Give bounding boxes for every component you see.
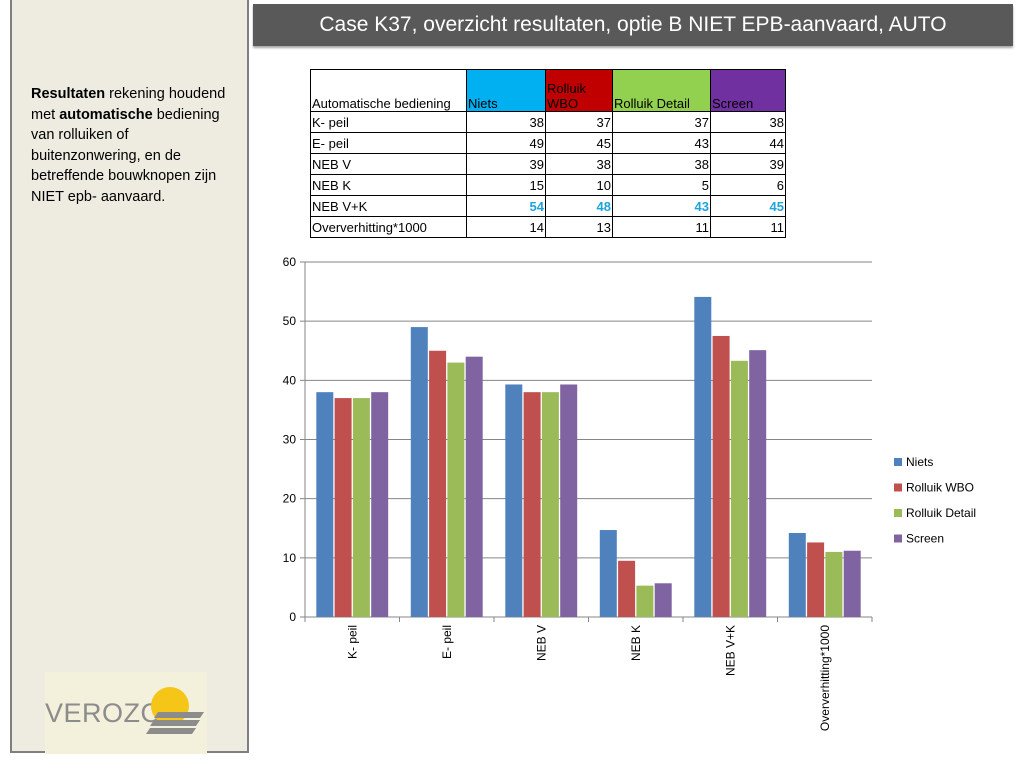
table-cell: 14 [466,216,546,238]
bar [465,356,483,617]
table-header-cell: Rolluik WBO [545,69,613,112]
y-tick-label: 40 [283,373,297,387]
table-header-cell: Rolluik Detail [612,69,711,112]
x-tick-label: NEB V+K [723,625,737,676]
bar [505,384,523,617]
bar [523,392,541,617]
legend-label: Rolluik WBO [906,481,974,495]
table-row-label: NEB K [310,174,467,196]
bar [560,384,578,617]
bar [618,560,636,617]
bar [712,335,730,617]
bar [371,392,389,617]
table-cell: 45 [710,195,786,217]
table-cell: 45 [545,132,613,154]
table-cell: 15 [466,174,546,196]
y-tick-label: 20 [283,492,297,506]
y-tick-label: 50 [283,314,297,328]
bar [636,585,654,617]
legend-label: Screen [906,532,944,546]
table-cell: 5 [612,174,711,196]
legend-swatch [894,534,902,543]
table-header-cell: Screen [710,69,786,112]
bar [694,296,712,617]
bar [447,362,465,617]
table-cell: 10 [545,174,613,196]
bar [807,542,825,617]
y-tick-label: 60 [283,255,297,269]
legend-swatch [894,509,902,517]
y-tick-label: 0 [289,610,296,624]
table-cell: 49 [466,132,546,154]
bar [429,350,447,617]
table-cell: 39 [466,153,546,175]
bar [749,350,767,617]
x-tick-label: K- peil [345,625,359,659]
table-cell: 38 [612,153,711,175]
sun-shutter-icon [146,687,204,734]
legend-label: Rolluik Detail [906,506,976,520]
bar [843,550,861,617]
bar [788,532,806,617]
table-row-label: NEB V [310,153,467,175]
page-title: Case K37, overzicht resultaten, optie B … [253,4,1013,46]
table-cell: 43 [612,195,711,217]
table-cell: 38 [545,153,613,175]
table-row-label: K- peil [310,111,467,133]
table-row: E- peil 49 45 43 44 [310,132,786,154]
table-header-cell: Automatische bediening [310,69,467,112]
y-tick-label: 10 [283,551,297,565]
x-tick-label: NEB V [534,625,548,661]
x-tick-label: NEB K [629,625,643,661]
table-row: NEB V+K 54 48 43 45 [310,195,786,217]
table-row-label: Oververhitting*1000 [310,216,467,238]
table-row-label: NEB V+K [310,195,467,217]
table-header-row: Automatische bediening Niets Rolluik WBO… [310,69,786,112]
verozo-logo: VEROZO® [45,672,207,754]
x-tick-label: E- peil [440,625,454,659]
table-cell: 38 [466,111,546,133]
bar [410,327,428,617]
y-tick-label: 30 [283,433,297,447]
table-cell: 43 [612,132,711,154]
table-cell: 54 [466,195,546,217]
table-cell: 37 [612,111,711,133]
table-cell: 39 [710,153,786,175]
sidebar-description: Resultaten rekening houdend met automati… [31,86,226,205]
legend-swatch [894,458,902,466]
table-body: K- peil 38 37 37 38 E- peil 49 45 43 44 NEB V 39 38 3… [310,111,786,238]
table-row-label: E- peil [310,132,467,154]
sidebar-panel: Resultaten rekening houdend met automati… [10,0,249,754]
bar [730,360,748,617]
legend-swatch [894,483,902,492]
table-row: NEB K 15 10 5 6 [310,174,786,196]
table-cell: 6 [710,174,786,196]
results-bar-chart: 0 10 20 30 40 50 60 K- peil E- peil NEB V NEB K NEB… [283,255,976,731]
results-table: Automatische bediening Niets Rolluik WBO… [310,69,786,238]
bar [352,398,370,617]
table-cell: 11 [710,216,786,238]
table-cell: 44 [710,132,786,154]
legend-label: Niets [906,455,933,469]
bar [654,583,672,617]
table-row: K- peil 38 37 37 38 [310,111,786,133]
table-cell: 37 [545,111,613,133]
x-tick-label: Oververhitting*1000 [818,625,832,731]
bar [334,398,352,617]
table-cell: 38 [710,111,786,133]
bar [599,530,617,617]
table-cell: 13 [545,216,613,238]
table-row: NEB V 39 38 38 39 [310,153,786,175]
table-row: Oververhitting*1000 14 13 11 11 [310,216,786,238]
table-header-cell: Niets [466,69,546,112]
table-cell: 11 [612,216,711,238]
bar [825,551,843,617]
bar [541,392,559,617]
table-cell: 48 [545,195,613,217]
bar [316,392,334,617]
